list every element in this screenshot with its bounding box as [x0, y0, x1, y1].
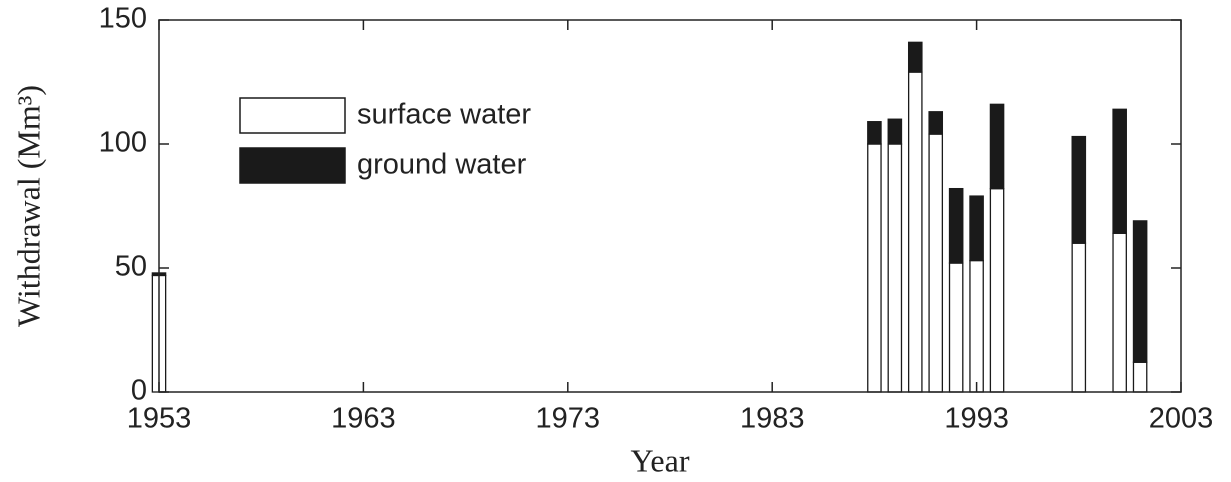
bar-segment [1112, 232, 1127, 393]
legend-swatch [239, 147, 346, 184]
bar-segment [969, 259, 984, 393]
x-tick-label: 2003 [1149, 403, 1214, 435]
bar-segment [948, 187, 964, 264]
bar-segment [1112, 108, 1127, 234]
bar-segment [1071, 242, 1087, 393]
bar-segment [907, 41, 923, 73]
bar-segment [948, 262, 964, 393]
legend-label: surface water [357, 99, 531, 131]
bar-segment [887, 118, 903, 145]
bar-segment [887, 143, 903, 393]
bar-segment [1132, 361, 1148, 393]
bar-segment [867, 121, 882, 145]
y-tick-label: 150 [99, 3, 147, 35]
axes-box [158, 19, 1182, 393]
bar-segment [907, 71, 923, 393]
x-tick-label: 1983 [740, 403, 805, 435]
bar-segment [1071, 135, 1087, 244]
x-tick-label: 1993 [944, 403, 1009, 435]
bar-segment [928, 133, 944, 393]
bar-segment [867, 143, 882, 393]
x-tick-label: 1973 [536, 403, 601, 435]
y-tick-label: 100 [99, 127, 147, 159]
bar-segment [989, 187, 1005, 393]
x-axis-label: Year [631, 442, 690, 478]
y-tick-label: 0 [131, 375, 147, 407]
x-tick-label: 1963 [331, 403, 396, 435]
bar-segment [1132, 220, 1148, 363]
legend-label: ground water [357, 149, 527, 181]
bar-segment [989, 103, 1005, 190]
legend-swatch [239, 97, 346, 134]
x-tick-label: 1953 [127, 403, 192, 435]
y-tick-label: 50 [115, 251, 147, 283]
y-axis-label: Withdrawal (Mm³) [10, 85, 46, 327]
bar-segment [928, 111, 944, 135]
bar-segment [969, 195, 984, 262]
